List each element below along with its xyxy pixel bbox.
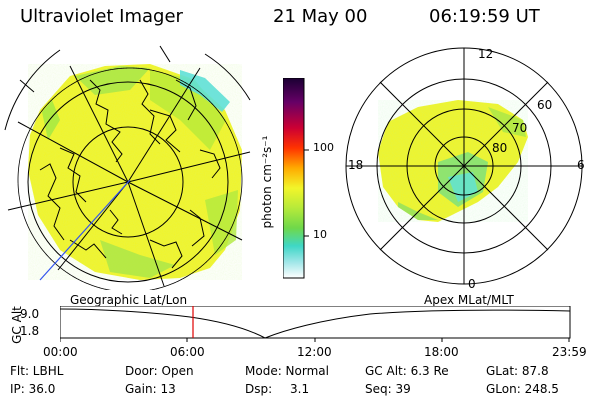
image-time: 06:19:59 UT [429, 6, 540, 27]
timeline-y-tick-low: 1.8 [20, 324, 40, 338]
seq-status: Seq: 39 [365, 382, 411, 396]
ip-status: IP: 36.0 [10, 382, 56, 396]
timeline-y-tick-high: 9.0 [20, 307, 40, 321]
door-status: Door: Open [125, 364, 194, 378]
gain-status: Gain: 13 [125, 382, 176, 396]
filter-status: Flt: LBHL [10, 364, 64, 378]
dsp-value: 3.1 [290, 382, 310, 396]
geographic-auroral-image [4, 45, 251, 290]
instrument-title: Ultraviolet Imager [20, 6, 183, 27]
mlt-label-12: 12 [478, 47, 494, 61]
timeline-x-tick-2359: 23:59 [552, 345, 587, 359]
timeline-x-tick-0600: 06:00 [170, 345, 205, 359]
emission-area [28, 64, 242, 280]
altitude-curve [60, 308, 571, 339]
timeline-x-tick-0000: 00:00 [43, 345, 78, 359]
gc-alt-status: GC Alt: 6.3 Re [365, 364, 449, 378]
colorbar-tick-100: 100 [313, 141, 334, 154]
altitude-timeline [60, 306, 571, 342]
satellite-track [39, 179, 131, 281]
polar-mlt-plot [345, 47, 583, 285]
mlat-label-70: 70 [512, 121, 528, 135]
timeline-x-tick-1200: 12:00 [297, 345, 332, 359]
timeline-left-title: Geographic Lat/Lon [70, 293, 188, 307]
mode-status: Mode: Normal [245, 364, 329, 378]
coastlines [39, 79, 221, 269]
mlt-label-6: 6 [577, 158, 585, 172]
dsp-label: Dsp: [245, 382, 273, 396]
colorbar [283, 78, 309, 279]
colorbar-unit-label: photon cm⁻²s⁻¹ [260, 135, 274, 229]
timeline-x-tick-1800: 18:00 [424, 345, 459, 359]
mlat-label-60: 60 [537, 98, 553, 112]
glon-status: GLon: 248.5 [486, 382, 559, 396]
polar-emission [378, 100, 528, 222]
timeline-right-title: Apex MLat/MLT [424, 293, 514, 307]
mlt-label-0: 0 [468, 277, 476, 291]
glat-status: GLat: 87.8 [486, 364, 549, 378]
colorbar-tick-10: 10 [313, 228, 327, 241]
mlt-label-18: 18 [348, 158, 364, 172]
mlat-label-80: 80 [492, 141, 508, 155]
image-date: 21 May 00 [273, 6, 368, 27]
latitude-circles [27, 81, 229, 283]
